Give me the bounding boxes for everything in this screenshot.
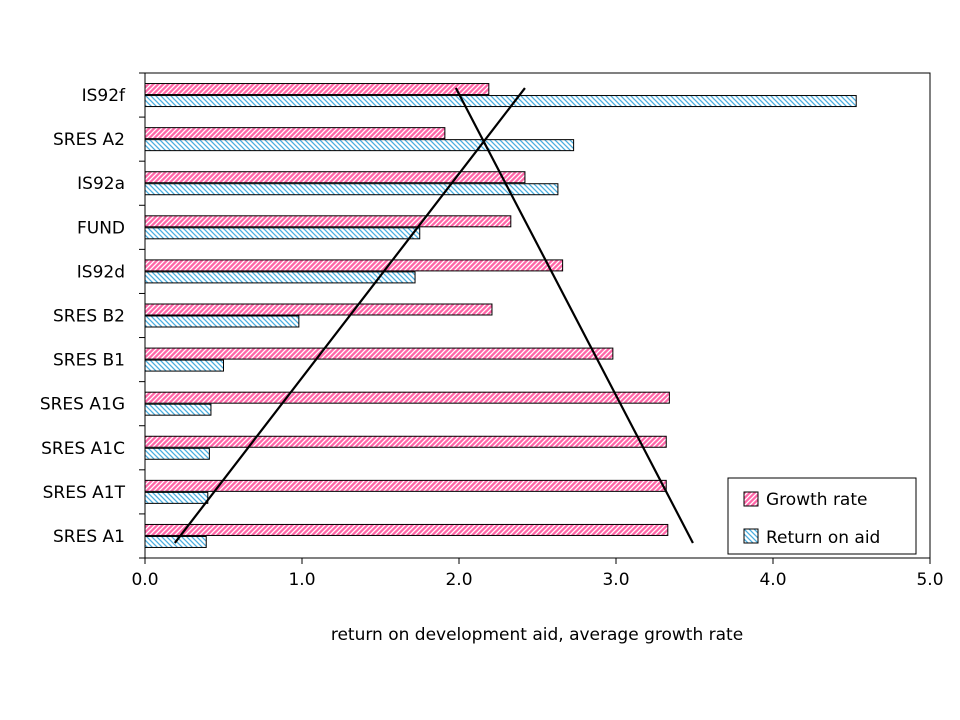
legend-swatch-growth-rate [743, 491, 759, 507]
bar-growth-rate-is92a [144, 171, 526, 184]
bar-return-on-aid-is92f [144, 95, 857, 108]
bar-return-on-aid-sres-a1c [144, 447, 210, 460]
x-tick-label: 3.0 [602, 570, 629, 590]
x-axis-title: return on development aid, average growt… [331, 625, 743, 645]
x-tick-label: 2.0 [445, 570, 472, 590]
bar-growth-rate-sres-a1c [144, 435, 667, 448]
legend: Growth rate Return on aid [727, 477, 917, 555]
x-tick-label: 4.0 [759, 570, 786, 590]
bar-growth-rate-sres-b1 [144, 347, 614, 360]
bar-return-on-aid-sres-b1 [144, 359, 224, 372]
bar-growth-rate-sres-a1g [144, 391, 670, 404]
category-label-sres-b1: SRES B1 [53, 351, 125, 371]
category-label-sres-a2: SRES A2 [53, 130, 125, 150]
category-label-sres-b2: SRES B2 [53, 307, 125, 327]
category-label-is92f: IS92f [82, 86, 126, 106]
bar-growth-rate-sres-a2 [144, 127, 446, 140]
category-label-sres-a1: SRES A1 [53, 527, 125, 547]
legend-box [727, 477, 917, 555]
category-label-is92d: IS92d [77, 262, 125, 282]
bar-return-on-aid-is92d [144, 271, 416, 284]
category-label-sres-a1c: SRES A1C [41, 439, 125, 459]
bar-growth-rate-sres-a1 [144, 523, 669, 536]
bar-return-on-aid-sres-a1t [144, 491, 209, 504]
category-label-sres-a1t: SRES A1T [43, 483, 126, 503]
bar-growth-rate-sres-b2 [144, 303, 493, 316]
bar-return-on-aid-sres-a2 [144, 139, 575, 152]
bar-return-on-aid-sres-b2 [144, 315, 300, 328]
bar-growth-rate-is92f [144, 83, 490, 96]
trend-line-2 [454, 87, 694, 544]
category-label-is92a: IS92a [77, 174, 125, 194]
bar-return-on-aid-sres-a1g [144, 403, 212, 416]
legend-label-growth-rate: Growth rate [766, 490, 867, 510]
bar-growth-rate-fund [144, 215, 512, 228]
legend-label-return-on-aid: Return on aid [766, 528, 880, 548]
bar-growth-rate-is92d [144, 259, 564, 272]
x-tick-label: 5.0 [916, 570, 943, 590]
bar-return-on-aid-fund [144, 227, 421, 240]
category-label-fund: FUND [77, 218, 125, 238]
legend-swatch-return-on-aid [743, 528, 759, 544]
x-tick-label: 0.0 [131, 570, 158, 590]
category-label-sres-a1g: SRES A1G [40, 395, 125, 415]
trend-line-1 [173, 87, 526, 544]
x-tick-label: 1.0 [288, 570, 315, 590]
bar-growth-rate-sres-a1t [144, 479, 667, 492]
bar-return-on-aid-is92a [144, 183, 559, 196]
